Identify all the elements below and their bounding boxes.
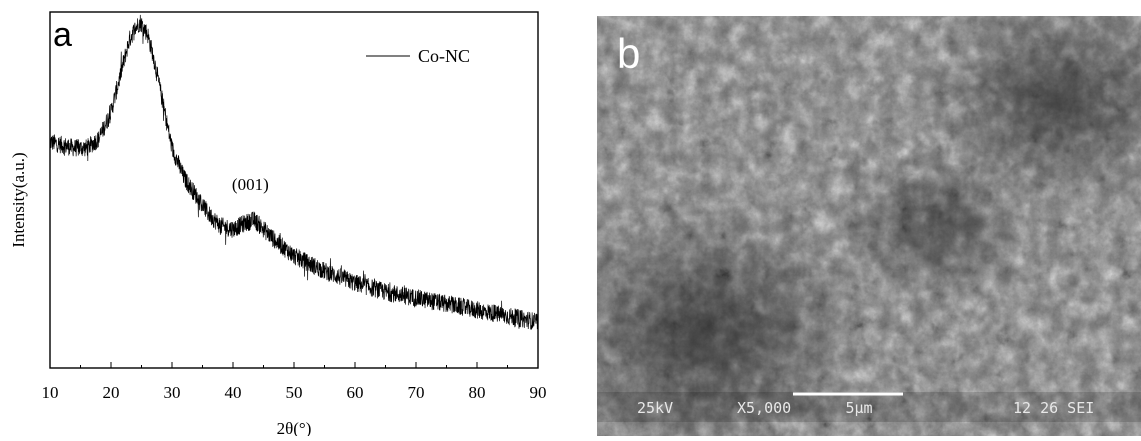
x-tick-label: 10 [42,383,59,402]
plot-frame [49,11,539,369]
sem-micrograph: b 25kV X5,000 5μm 12 26 SEI [597,16,1141,436]
x-tick-label: 60 [347,383,364,402]
x-tick-label: 20 [103,383,120,402]
legend-label: Co-NC [418,46,470,66]
x-tick-label: 70 [408,383,425,402]
x-axis-label: 2θ(°) [277,419,312,436]
sem-magnification: X5,000 [737,399,791,417]
x-tick-label: 50 [286,383,303,402]
x-tick-label: 90 [530,383,547,402]
x-tick-label: 40 [225,383,242,402]
panel-label-a: a [53,16,72,54]
x-tick-label: 80 [469,383,486,402]
sem-info-tail: 12 26 SEI [1013,399,1094,417]
peak-annotation: (001) [232,175,269,194]
series-line-co-nc [49,14,539,330]
y-axis-label: Intensity(a.u.) [9,152,28,247]
panel-label-b: b [617,30,640,77]
x-tick-label: 30 [164,383,181,402]
sem-voltage: 25kV [637,399,673,417]
sem-image-panel: b 25kV X5,000 5μm 12 26 SEI [597,16,1141,436]
sem-info-bar [597,392,1141,422]
sem-scale-label: 5μm [845,399,872,417]
